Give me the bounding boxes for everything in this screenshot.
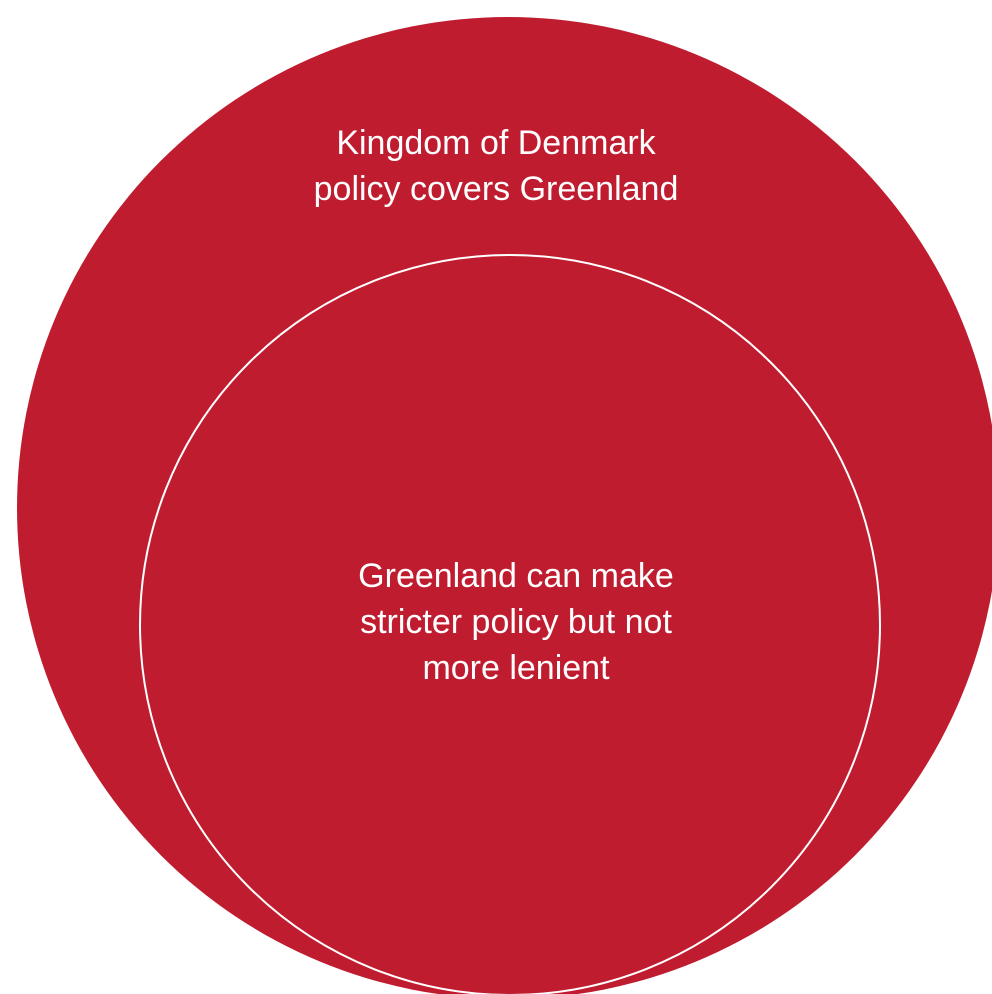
outer-label-line-1: Kingdom of Denmark	[336, 124, 656, 162]
inner-circle-label: Greenland can make stricter policy but n…	[281, 553, 751, 691]
inner-label-line-1: Greenland can make	[358, 557, 674, 595]
inner-circle-greenland	[139, 254, 881, 994]
outer-circle-label: Kingdom of Denmark policy covers Greenla…	[246, 120, 746, 212]
inner-label-line-2: stricter policy but not	[360, 603, 672, 641]
outer-label-line-2: policy covers Greenland	[313, 170, 679, 208]
inner-label-line-3: more lenient	[422, 649, 610, 687]
